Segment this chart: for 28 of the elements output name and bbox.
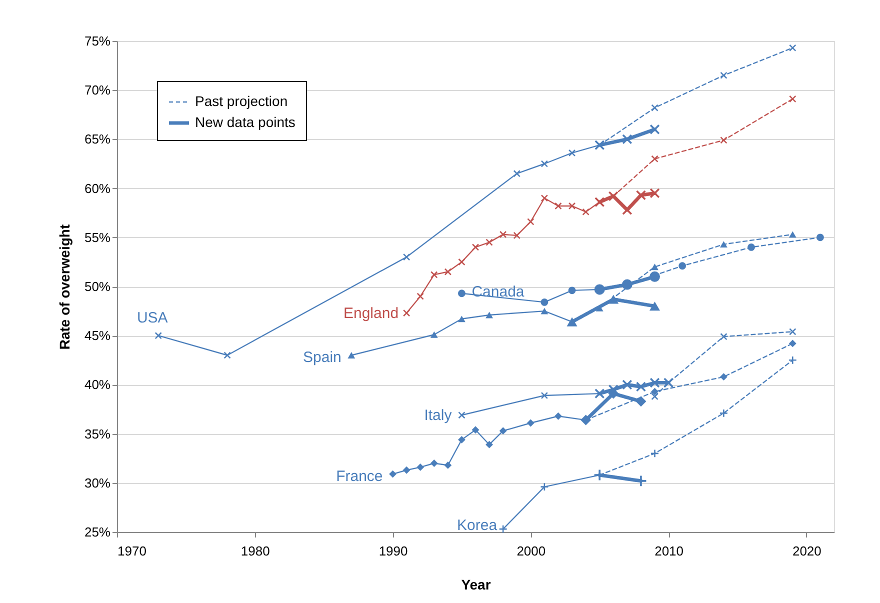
y-tick-label: 45% [84,328,111,344]
series-label: England [343,305,399,322]
series-label: Korea [457,517,498,534]
legend-label: New data points [195,114,296,130]
y-tick-label: 65% [84,132,111,147]
series-label: USA [136,310,168,327]
x-axis-title: Year [461,576,492,592]
y-tick-label: 30% [84,475,111,490]
series-label: Italy [424,407,452,424]
x-tick-label: 2010 [654,544,684,558]
x-tick-label: 2020 [792,544,822,558]
y-tick-label: 50% [84,279,111,294]
series-label: Canada [472,283,525,300]
series-label: France [336,468,383,486]
y-tick-label: 75% [84,34,111,48]
series-label: Spain [303,349,342,366]
legend-label: Past projection [195,93,288,109]
y-tick-label: 55% [84,230,111,245]
y-tick-label: 40% [84,377,111,392]
y-axis-title: Rate of overweight [56,224,72,350]
y-tick-label: 35% [84,426,111,442]
y-tick-label: 25% [84,524,111,540]
x-tick-label: 1980 [240,544,270,558]
y-tick-label: 60% [84,180,111,196]
x-tick-label: 1990 [378,544,408,558]
x-tick-label: 1970 [118,544,146,558]
y-tick-label: 70% [84,82,111,98]
x-tick-label: 2000 [516,544,546,558]
